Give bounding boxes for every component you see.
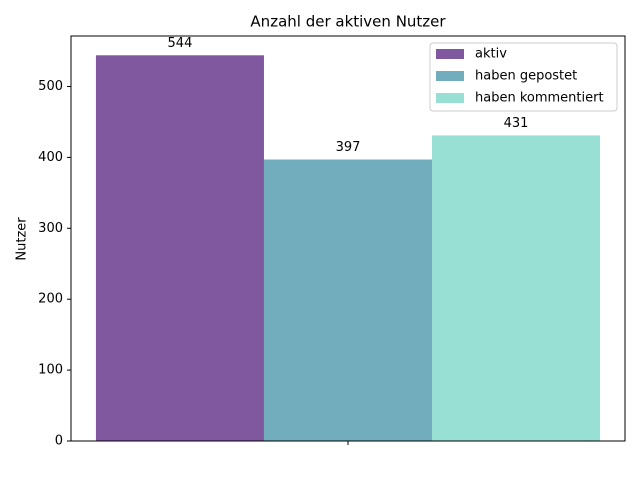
legend-label: aktiv <box>475 47 507 62</box>
y-tick-label: 300 <box>38 221 63 236</box>
y-axis-label: Nutzer <box>15 217 30 261</box>
y-tick-label: 200 <box>38 292 63 307</box>
value-label: 397 <box>336 140 361 155</box>
value-label: 544 <box>168 36 193 51</box>
legend-box <box>429 42 618 112</box>
y-tick-label: 500 <box>38 79 63 94</box>
plot-frame <box>70 35 626 442</box>
chart-title: Anzahl der aktiven Nutzer <box>250 13 446 31</box>
legend-label: haben kommentiert <box>475 91 604 106</box>
y-tick-label: 100 <box>38 363 63 378</box>
bar <box>432 135 601 442</box>
bar <box>263 159 433 441</box>
legend-swatch <box>436 71 464 81</box>
y-tick-label: 0 <box>55 434 63 449</box>
value-label: 431 <box>504 116 529 131</box>
bar <box>95 55 264 442</box>
legend-swatch <box>436 93 464 103</box>
y-tick-label: 400 <box>38 150 63 165</box>
legend-swatch <box>436 49 464 59</box>
legend-label: haben gepostet <box>475 69 577 84</box>
